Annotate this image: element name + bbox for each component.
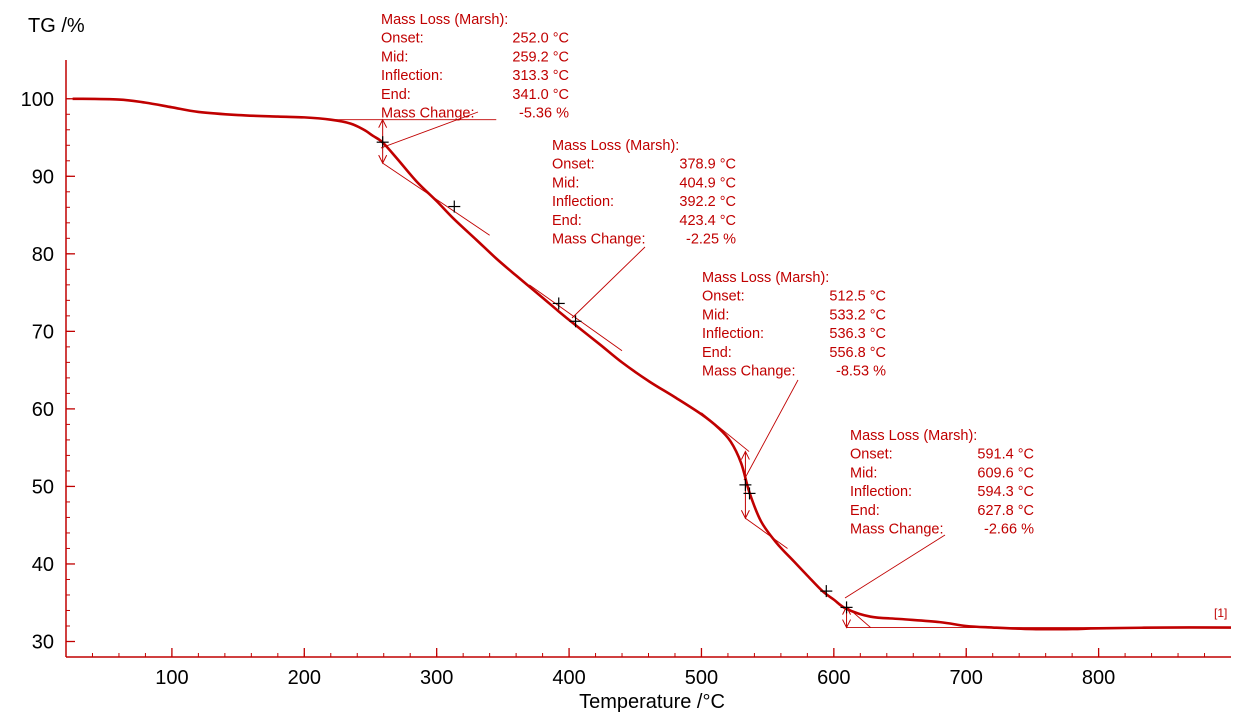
cross-marker: [739, 478, 752, 491]
cross-marker: [743, 487, 756, 500]
annotation-row-label: End:: [552, 213, 582, 229]
annotation-row-value: 536.3 °C: [829, 326, 886, 342]
x-tick-label: 800: [1082, 667, 1115, 689]
y-tick-label: 90: [32, 166, 54, 188]
cross-marker: [840, 601, 853, 614]
annotation-row-value: 594.3 °C: [977, 484, 1034, 500]
step-arrowhead-down: [378, 154, 388, 165]
annotation-row-value: 609.6 °C: [977, 465, 1034, 481]
annotation-row-value: -5.36 %: [519, 106, 569, 122]
mass-loss-annotation: Mass Loss (Marsh): Onset: 591.4 °C Mid: 609.…: [844, 428, 1034, 599]
x-tick-label: 700: [950, 667, 983, 689]
annotation-row-value: 252.0 °C: [512, 31, 569, 47]
annotation-row-value: 392.2 °C: [679, 194, 736, 210]
x-tick-label: 100: [155, 667, 188, 689]
annotation-leader-line: [844, 534, 946, 599]
annotation-title: Mass Loss (Marsh):: [702, 270, 829, 286]
annotation-row-value: -2.25 %: [686, 232, 736, 248]
mass-loss-annotation: Mass Loss (Marsh): Onset: 378.9 °C Mid: 404.…: [552, 138, 736, 319]
cross-marker: [448, 200, 461, 213]
annotation-row-value: 533.2 °C: [829, 307, 886, 323]
annotation-row-value: 556.8 °C: [829, 345, 886, 361]
cross-marker: [569, 315, 582, 328]
annotation-row-label: Onset:: [552, 157, 595, 173]
annotation-row-label: End:: [381, 87, 411, 103]
tg-curve: [72, 97, 1232, 631]
annotation-row-label: Mid:: [552, 175, 579, 191]
annotation-row-value: 627.8 °C: [977, 503, 1034, 519]
annotation-row-label: Mass Change:: [552, 232, 646, 248]
annotation-row-value: -2.66 %: [984, 522, 1034, 538]
annotation-row-label: Mid:: [850, 465, 877, 481]
cross-marker: [552, 297, 565, 310]
step-arrowhead-down: [842, 619, 851, 629]
annotation-row-label: Inflection:: [850, 484, 912, 500]
cross-marker: [376, 136, 389, 149]
annotation-row-label: End:: [702, 345, 732, 361]
mass-loss-annotation: Mass Loss (Marsh): Onset: 252.0 °C Mid: 259.…: [380, 12, 569, 149]
y-tick-label: 50: [32, 476, 54, 498]
annotation-row-label: Onset:: [702, 289, 745, 305]
annotation-row-label: Mass Change:: [381, 106, 475, 122]
y-tick-label: 100: [21, 89, 54, 111]
annotation-row-value: 512.5 °C: [829, 289, 886, 305]
x-tick-label: 400: [552, 667, 585, 689]
annotation-row-value: -8.53 %: [836, 364, 886, 380]
step-arrowhead-down: [740, 509, 750, 520]
annotation-row-value: 341.0 °C: [512, 87, 569, 103]
annotation-leader-line: [743, 379, 799, 481]
annotation-row-label: Mass Change:: [702, 364, 796, 380]
annotation-row-label: Inflection:: [381, 68, 443, 84]
y-tick-label: 80: [32, 244, 54, 266]
tangent-line: [745, 517, 788, 549]
annotation-row-label: End:: [850, 503, 880, 519]
y-tick-label: 60: [32, 399, 54, 421]
step-arrowhead-up: [378, 118, 388, 128]
annotation-row-value: 404.9 °C: [679, 175, 736, 191]
annotation-title: Mass Loss (Marsh):: [552, 138, 679, 154]
annotation-row-value: 259.2 °C: [512, 49, 569, 65]
point-markers: [376, 136, 853, 614]
annotation-row-label: Mid:: [702, 307, 729, 323]
annotation-row-label: Inflection:: [552, 194, 614, 210]
x-tick-label: 600: [817, 667, 850, 689]
y-tick-label: 70: [32, 321, 54, 343]
y-tick-label: 30: [32, 631, 54, 653]
step-arrowhead-up: [740, 450, 750, 460]
x-tick-label: 300: [420, 667, 453, 689]
y-axis-title: TG /%: [28, 15, 85, 37]
annotation-row-value: 423.4 °C: [679, 213, 736, 229]
annotation-leader-line: [571, 246, 646, 319]
x-tick-label: 500: [685, 667, 718, 689]
annotation-row-label: Onset:: [850, 447, 893, 463]
annotations: Mass Loss (Marsh): Onset: 252.0 °C Mid: 259.…: [380, 12, 1034, 599]
annotation-row-value: 378.9 °C: [679, 157, 736, 173]
annotation-row-label: Mid:: [381, 49, 408, 65]
tg-curve-line: [72, 97, 1232, 631]
x-axis-title: Temperature /°C: [579, 691, 725, 713]
cross-marker: [820, 585, 833, 598]
annotation-title: Mass Loss (Marsh):: [381, 12, 508, 28]
annotation-leader-line: [380, 111, 479, 149]
annotation-row-value: 591.4 °C: [977, 447, 1034, 463]
annotation-row-label: Inflection:: [702, 326, 764, 342]
annotation-title: Mass Loss (Marsh):: [850, 428, 977, 444]
axes: 30 40 50 60 70 80 90 100 100 200 300 400 500 600 700 80…: [21, 60, 1231, 689]
x-tick-label: 200: [288, 667, 321, 689]
series-marker-label: [1]: [1214, 606, 1227, 620]
mass-loss-annotation: Mass Loss (Marsh): Onset: 512.5 °C Mid: 533.…: [702, 270, 886, 481]
y-tick-label: 40: [32, 554, 54, 576]
annotation-row-value: 313.3 °C: [512, 68, 569, 84]
annotation-row-label: Mass Change:: [850, 522, 944, 538]
annotation-row-label: Onset:: [381, 31, 424, 47]
